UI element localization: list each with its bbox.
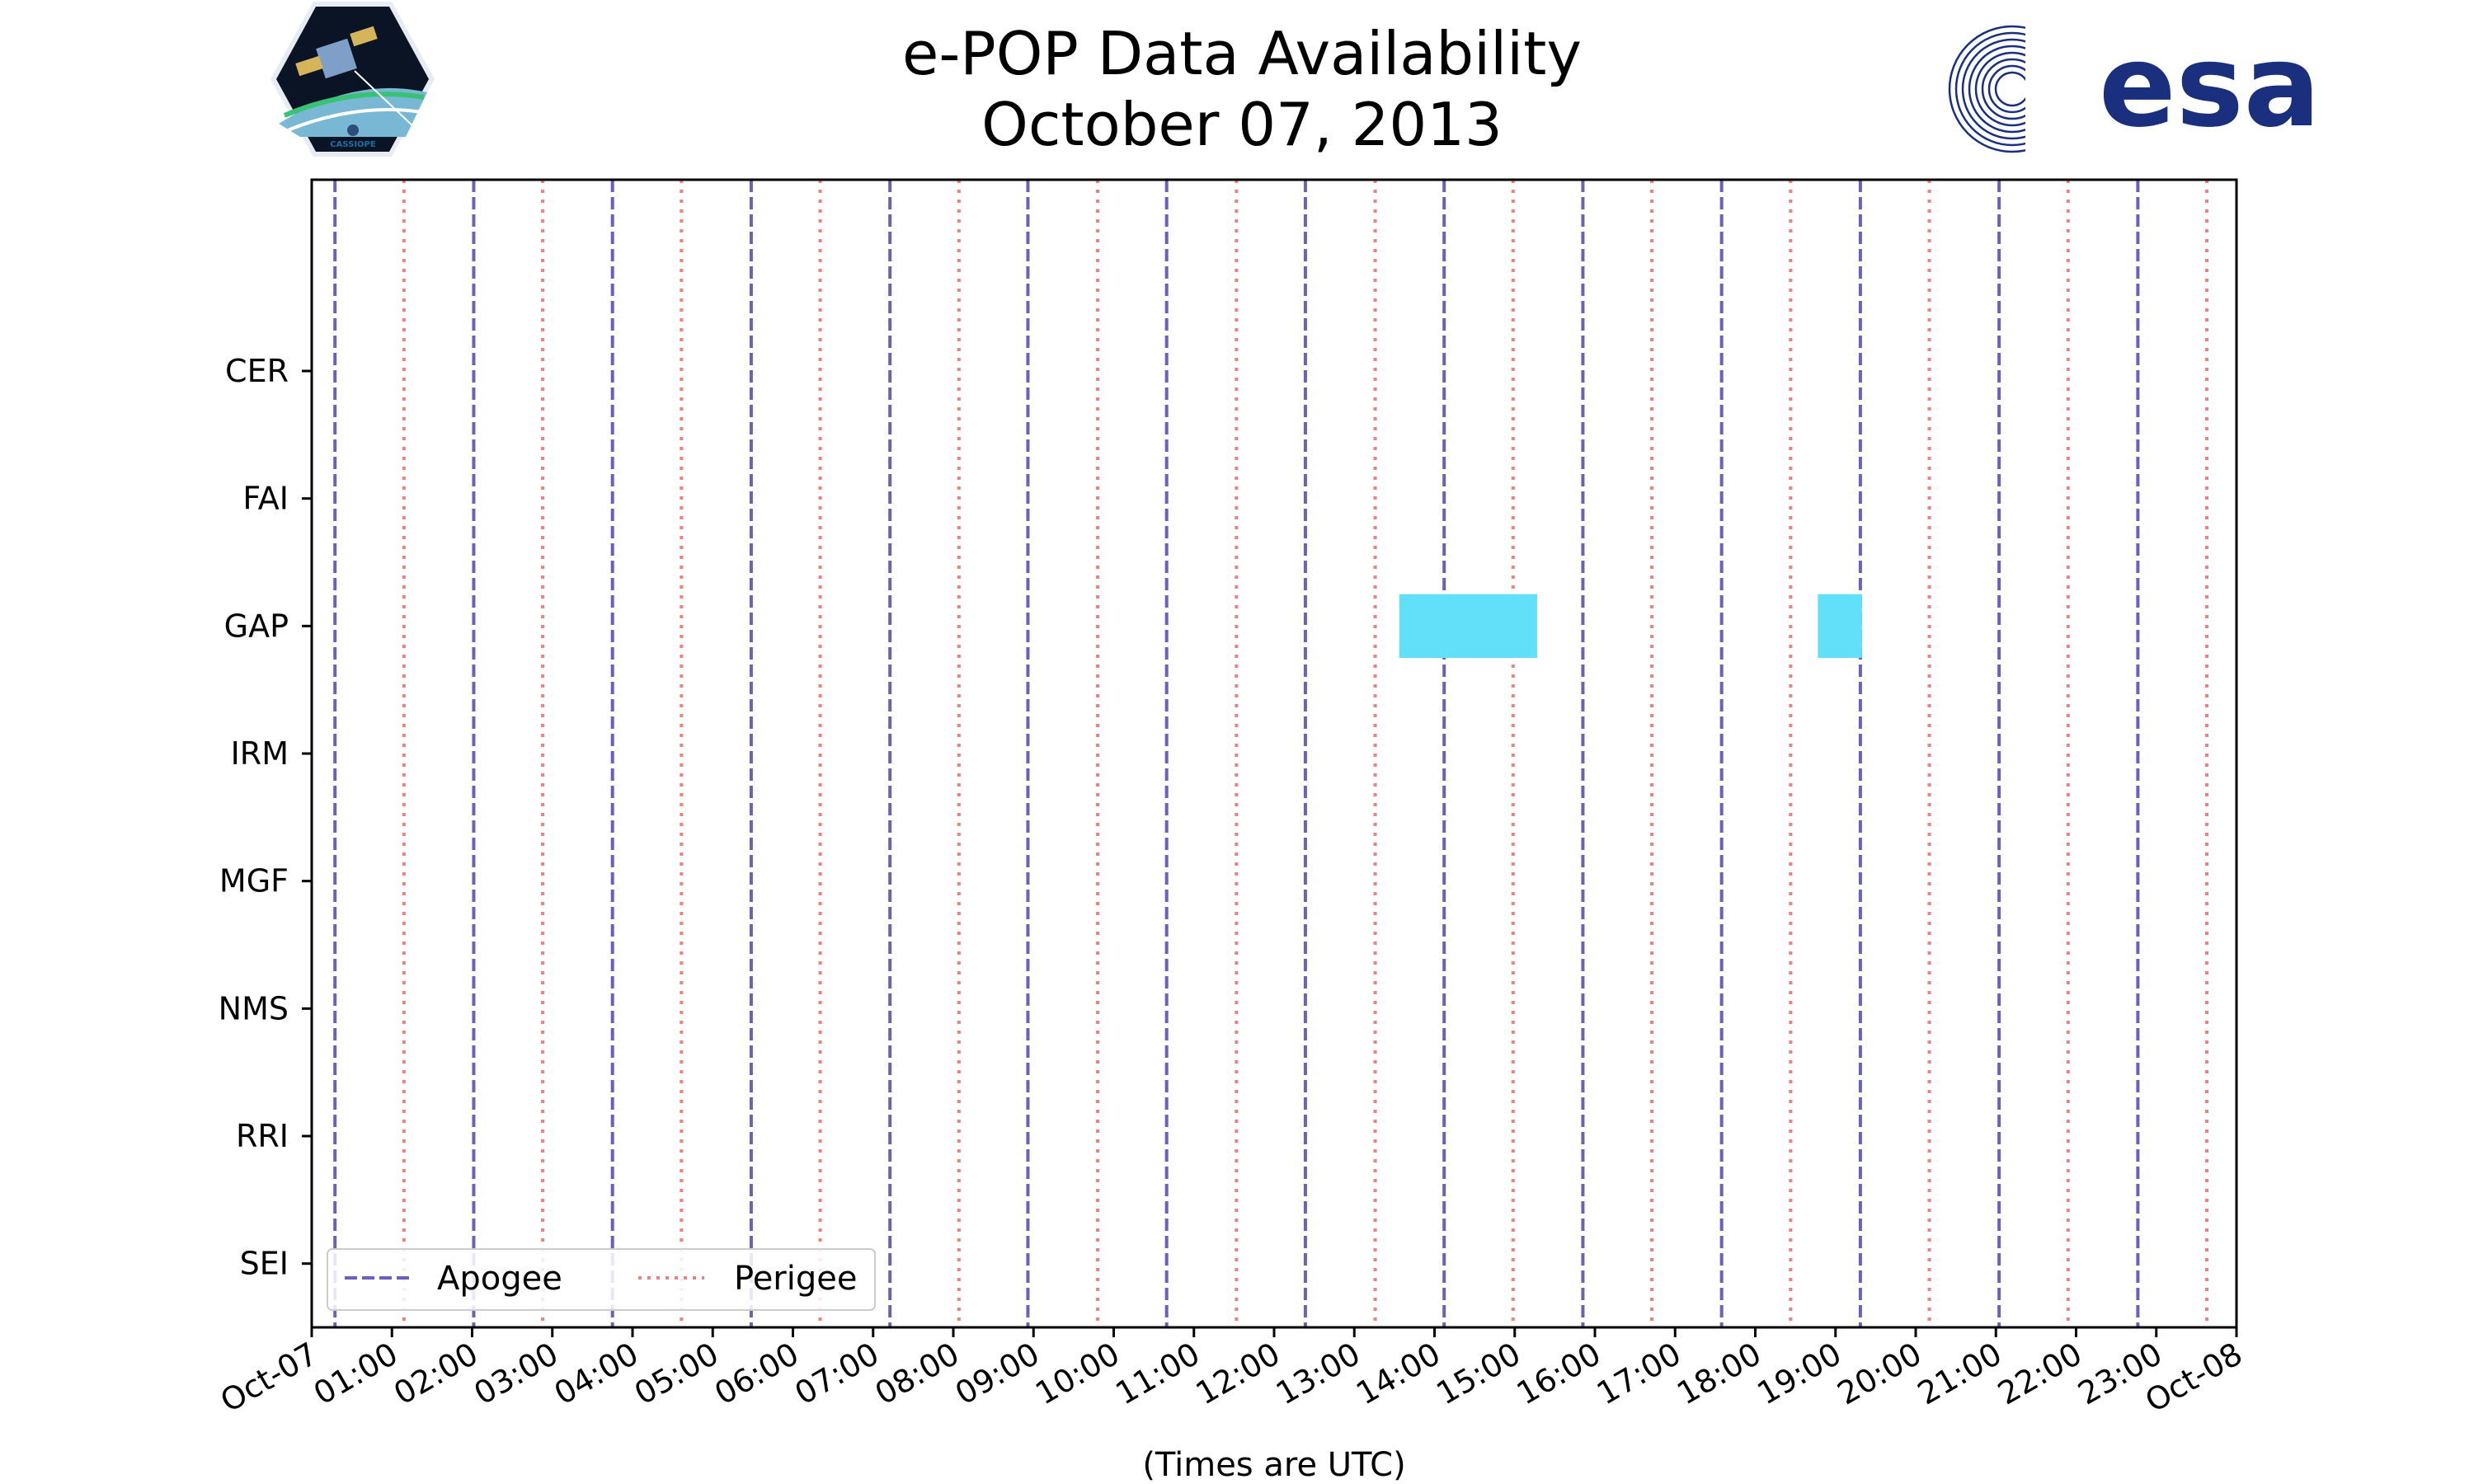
x-tick-label: 12:00 <box>1190 1336 1286 1412</box>
esa-logo-text: esa <box>2099 20 2321 153</box>
x-tick-label: 20:00 <box>1832 1336 1928 1412</box>
x-tick-label: 07:00 <box>788 1336 885 1412</box>
x-tick-label: 13:00 <box>1270 1336 1366 1412</box>
x-tick-label: 15:00 <box>1430 1336 1526 1412</box>
availability-bar <box>1399 594 1537 658</box>
x-tick-label: 11:00 <box>1109 1336 1206 1412</box>
y-tick-label: GAP <box>224 608 289 644</box>
legend-box <box>327 1248 876 1311</box>
chart-title-line2: October 07, 2013 <box>981 90 1503 159</box>
y-axis: CER FAI GAP IRM MGF NMS RRI SEI <box>219 353 312 1282</box>
y-tick-label: RRI <box>236 1118 289 1154</box>
y-tick-label: FAI <box>242 481 289 517</box>
x-tick-label: 05:00 <box>628 1336 725 1412</box>
legend-perigee-label: Perigee <box>734 1260 857 1298</box>
availability-bars <box>1399 594 1862 658</box>
y-tick-label: SEI <box>240 1246 289 1282</box>
x-tick-label: 18:00 <box>1671 1336 1767 1412</box>
y-tick-label: IRM <box>231 735 289 772</box>
cassiope-logo-text: CASSIOPE <box>330 140 376 149</box>
availability-bar <box>1818 594 1862 658</box>
x-tick-label: 10:00 <box>1029 1336 1126 1412</box>
legend-apogee-label: Apogee <box>437 1260 562 1298</box>
x-tick-label: 04:00 <box>548 1336 645 1412</box>
x-tick-label: 02:00 <box>388 1336 484 1412</box>
x-tick-label: 22:00 <box>1992 1336 2088 1412</box>
x-tick-label: 21:00 <box>1912 1336 2008 1412</box>
x-tick-label: 14:00 <box>1350 1336 1446 1412</box>
x-axis-label: (Times are UTC) <box>1142 1446 1405 1484</box>
x-tick-label: 19:00 <box>1751 1336 1847 1412</box>
x-tick-label: 01:00 <box>308 1336 404 1412</box>
x-tick-label: 09:00 <box>949 1336 1046 1412</box>
legend: Apogee Perigee <box>327 1248 876 1311</box>
x-tick-label: 06:00 <box>708 1336 805 1412</box>
y-tick-label: CER <box>225 353 289 389</box>
x-tick-label: 03:00 <box>468 1336 564 1412</box>
x-tick-label: Oct-07 <box>214 1336 324 1420</box>
x-axis: Oct-0701:0002:0003:0004:0005:0006:0007:0… <box>214 1327 2249 1420</box>
y-tick-label: NMS <box>219 990 289 1026</box>
plot-frame <box>310 178 2238 1329</box>
esa-logo: esa <box>1948 20 2321 158</box>
x-tick-label: 16:00 <box>1511 1336 1607 1412</box>
x-tick-label: 08:00 <box>869 1336 966 1412</box>
chart-title-line1: e-POP Data Availability <box>902 19 1582 88</box>
y-tick-label: MGF <box>219 863 289 899</box>
orbit-lines <box>333 180 2209 1327</box>
x-tick-label: 17:00 <box>1591 1336 1687 1412</box>
cassiope-logo: CASSIOPE <box>270 2 435 157</box>
